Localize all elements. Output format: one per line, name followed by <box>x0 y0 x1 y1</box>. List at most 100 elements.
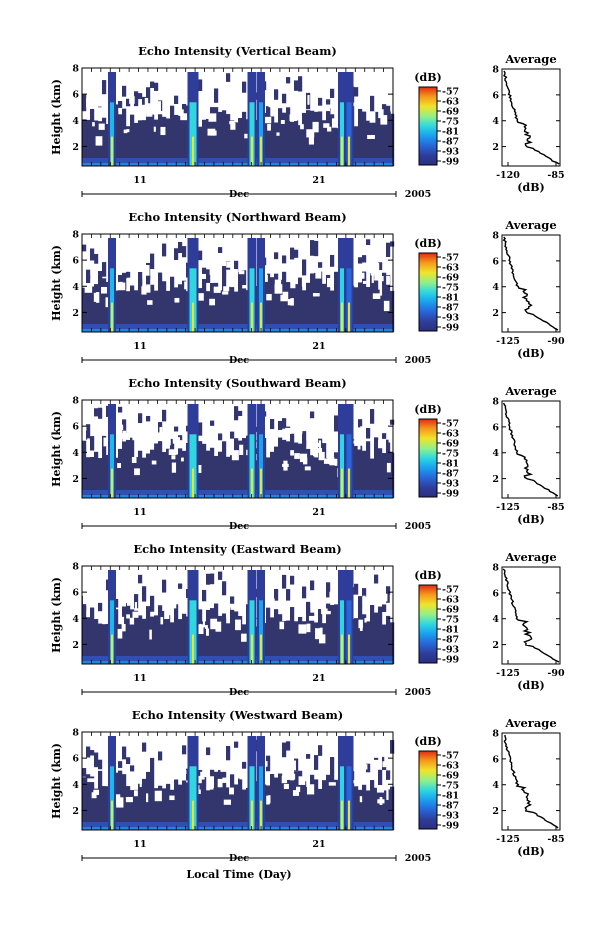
echo-cell <box>90 286 95 332</box>
avg-y-tick-label: 4 <box>492 116 499 127</box>
echo-cell <box>242 270 247 286</box>
echo-cell <box>226 456 231 498</box>
echo-cell <box>358 282 363 332</box>
echo-cell <box>138 450 143 498</box>
echo-cell <box>198 609 203 664</box>
panel-title: Echo Intensity (Northward Beam) <box>128 210 346 224</box>
avg-y-tick-label: 6 <box>492 754 499 765</box>
convective-core <box>110 434 114 498</box>
echo-cell <box>318 271 323 332</box>
avg-y-tick-label: 6 <box>492 90 499 101</box>
echo-cell <box>238 117 243 166</box>
echo-cell <box>266 106 271 120</box>
no-echo-gap <box>306 129 315 138</box>
no-echo-gap <box>198 293 204 301</box>
echo-cell <box>122 438 127 498</box>
no-echo-gap <box>172 437 180 444</box>
echo-cell <box>234 611 239 664</box>
echo-cell <box>366 621 371 664</box>
echo-cell <box>178 241 183 254</box>
echo-cell <box>294 80 299 91</box>
echo-cell <box>174 95 179 104</box>
echo-cell <box>206 117 211 166</box>
echo-cell <box>222 272 227 332</box>
no-echo-gap <box>173 602 177 609</box>
echo-cell <box>166 448 171 498</box>
no-echo-gap <box>117 628 123 639</box>
echo-cell <box>214 455 219 498</box>
echo-cell <box>294 621 299 664</box>
colorbar-tick-label: -57 <box>442 419 459 430</box>
y-tick-label: 2 <box>72 308 79 319</box>
no-echo-gap <box>312 121 319 133</box>
colorbar-tick-label: -87 <box>442 303 459 314</box>
no-echo-gap <box>169 795 175 801</box>
convective-core <box>189 600 197 664</box>
surface-band <box>82 490 393 498</box>
echo-cell <box>102 786 107 830</box>
convective-peak <box>341 800 343 830</box>
no-echo-gap <box>290 98 298 105</box>
echo-cell <box>86 617 91 664</box>
echo-cell <box>290 282 295 332</box>
no-echo-gap <box>268 103 274 108</box>
echo-cell <box>274 89 279 100</box>
echo-cell <box>210 608 215 664</box>
echo-cell <box>354 126 359 166</box>
no-echo-gap <box>334 458 338 466</box>
no-echo-gap <box>222 291 229 295</box>
echo-cell <box>370 458 375 498</box>
colorbar <box>418 750 438 830</box>
no-echo-gap <box>87 778 95 783</box>
echo-cell <box>310 580 315 591</box>
echo-cell <box>178 448 183 498</box>
echo-cell <box>386 615 391 664</box>
echo-cell <box>202 589 207 602</box>
colorbar <box>418 418 438 498</box>
y-tick-label: 4 <box>72 448 79 459</box>
echo-cell <box>234 260 239 272</box>
echo-cell <box>286 107 291 166</box>
echo-cell <box>278 279 283 332</box>
colorbar-label: (dB) <box>414 71 441 84</box>
no-echo-gap <box>86 260 95 269</box>
echo-cell <box>90 248 95 261</box>
echo-cell <box>370 780 375 830</box>
no-echo-gap <box>132 430 137 441</box>
echo-cell <box>82 94 87 112</box>
echo-cell <box>238 440 243 498</box>
x-tick-label: 11 <box>133 673 146 684</box>
no-echo-gap <box>373 262 380 271</box>
echo-cell <box>318 111 323 166</box>
no-echo-gap <box>136 260 142 266</box>
no-echo-gap <box>175 594 181 599</box>
no-echo-gap <box>294 453 300 459</box>
echo-cell <box>378 606 383 664</box>
average-title: Average <box>504 550 556 564</box>
average-title: Average <box>504 52 556 66</box>
echo-cell <box>146 415 151 422</box>
echo-cell <box>298 125 303 166</box>
echo-cell <box>298 616 303 664</box>
echo-cell <box>162 579 167 593</box>
echo-cell <box>326 458 331 498</box>
no-echo-gap <box>202 761 209 770</box>
echo-cell <box>82 606 87 664</box>
avg-x-tick-label: -125 <box>496 502 520 513</box>
convective-core <box>340 434 344 498</box>
echo-cell <box>334 779 339 830</box>
echo-cell <box>286 77 291 84</box>
no-echo-gap <box>350 609 358 614</box>
no-echo-gap <box>316 630 323 634</box>
echo-cell <box>374 111 379 166</box>
echo-cell <box>230 774 235 830</box>
no-echo-gap <box>362 595 366 600</box>
convective-peak <box>251 800 253 830</box>
avg-x-label: (dB) <box>517 845 544 858</box>
echo-cell <box>130 437 135 498</box>
no-echo-gap <box>378 276 384 282</box>
echo-cell <box>222 581 227 596</box>
echo-cell <box>386 789 391 830</box>
no-echo-gap <box>168 449 177 456</box>
no-echo-gap <box>95 136 103 146</box>
